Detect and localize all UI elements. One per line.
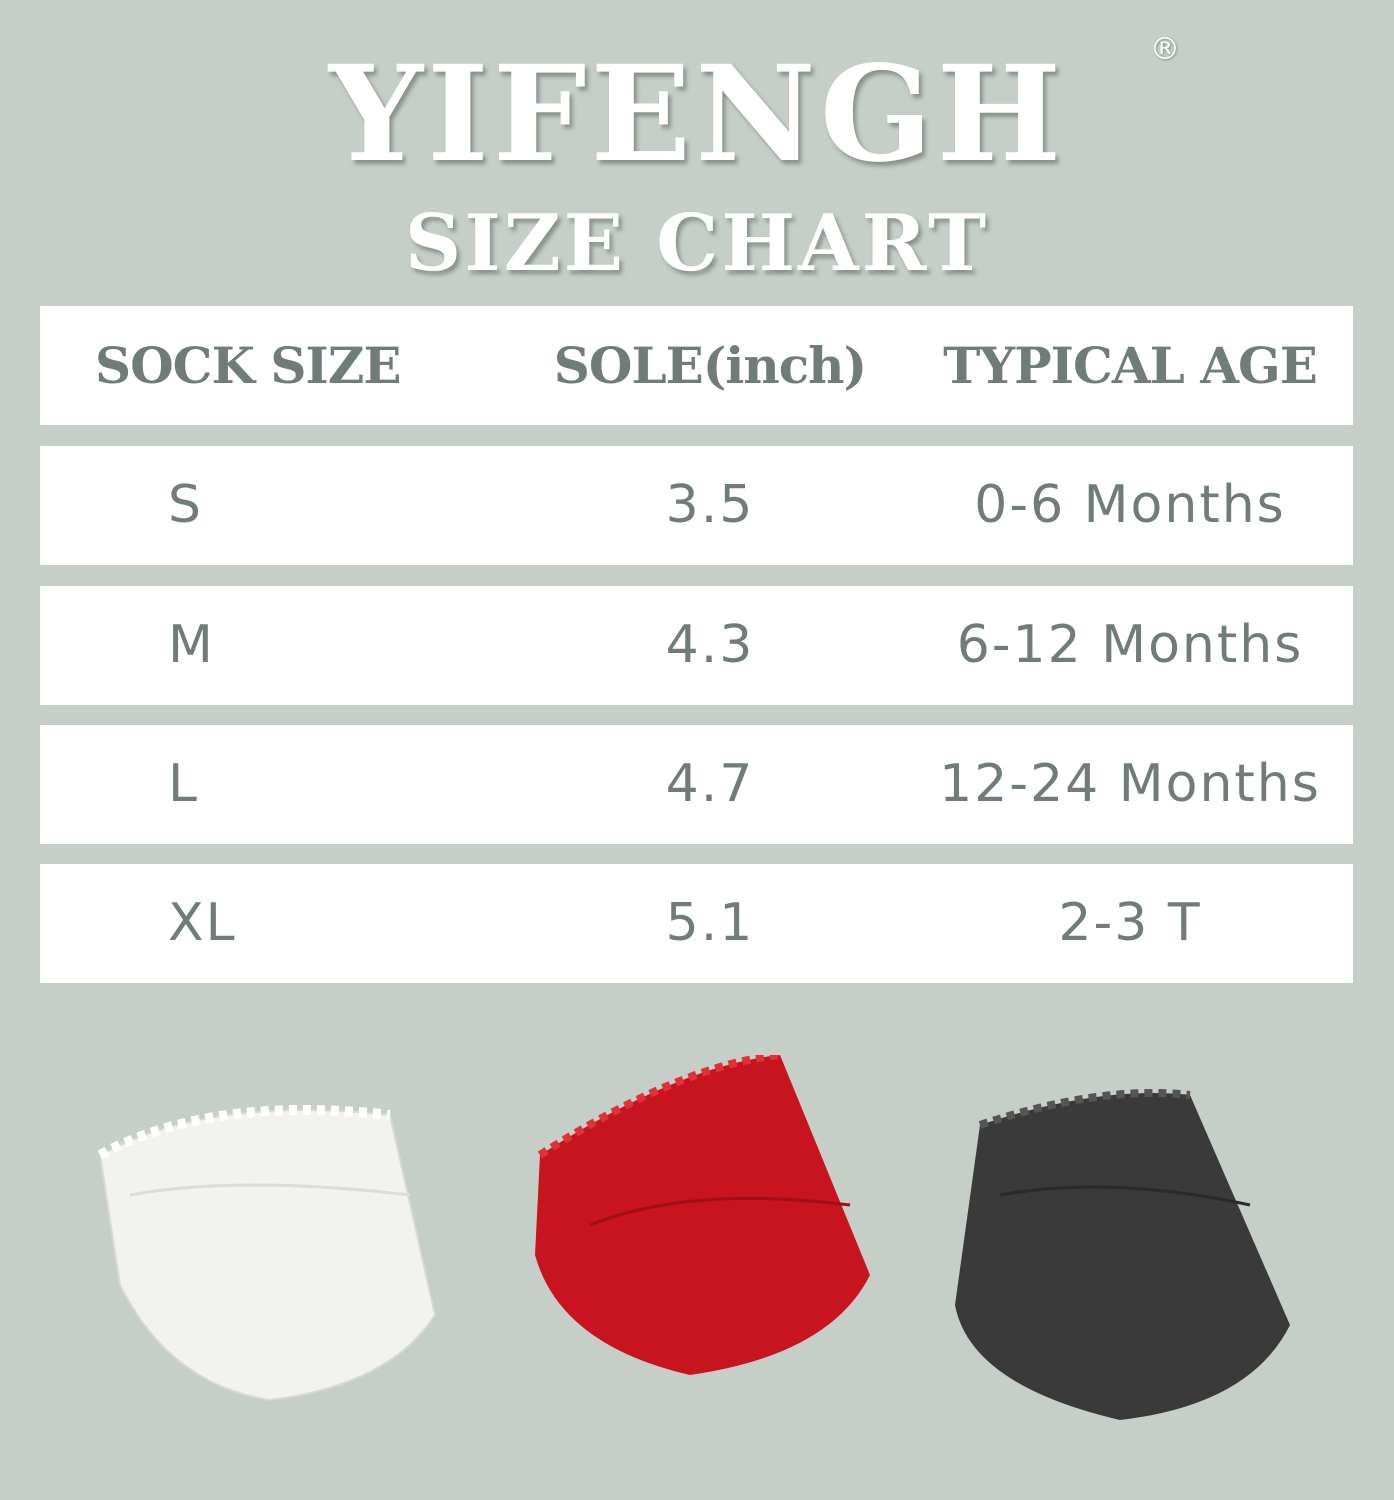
size-cell: S xyxy=(168,475,204,535)
table-row: S 3.5 0-6 Months xyxy=(40,446,1353,565)
brand-logo: YIFENGH xyxy=(328,37,1066,192)
age-cell: 12-24 Months xyxy=(939,754,1321,814)
age-cell: 6-12 Months xyxy=(956,615,1304,675)
table-row: M 4.3 6-12 Months xyxy=(40,586,1353,705)
table-header: SOCK SIZE SOLE(inch) TYPICAL AGE xyxy=(40,306,1353,425)
age-cell: 0-6 Months xyxy=(974,475,1286,535)
header-typical-age: TYPICAL AGE xyxy=(943,336,1318,395)
age-cell: 2-3 T xyxy=(1058,893,1202,953)
size-cell: L xyxy=(168,754,199,814)
size-cell: M xyxy=(168,615,215,675)
black-sock-image xyxy=(955,1089,1290,1420)
red-sock-image xyxy=(535,1055,870,1375)
sole-cell: 3.5 xyxy=(665,475,755,535)
registered-mark: ® xyxy=(1150,32,1180,67)
sole-cell: 4.7 xyxy=(665,754,755,814)
size-cell: XL xyxy=(168,893,237,953)
page-title: SIZE CHART xyxy=(404,198,990,289)
sole-cell: 4.3 xyxy=(665,615,755,675)
table-row: XL 5.1 2-3 T xyxy=(40,864,1353,983)
header-sock-size: SOCK SIZE xyxy=(95,336,401,395)
sole-cell: 5.1 xyxy=(665,893,755,953)
white-sock-image xyxy=(97,1105,437,1402)
table-row: L 4.7 12-24 Months xyxy=(40,725,1353,844)
header-sole: SOLE(inch) xyxy=(553,336,867,395)
